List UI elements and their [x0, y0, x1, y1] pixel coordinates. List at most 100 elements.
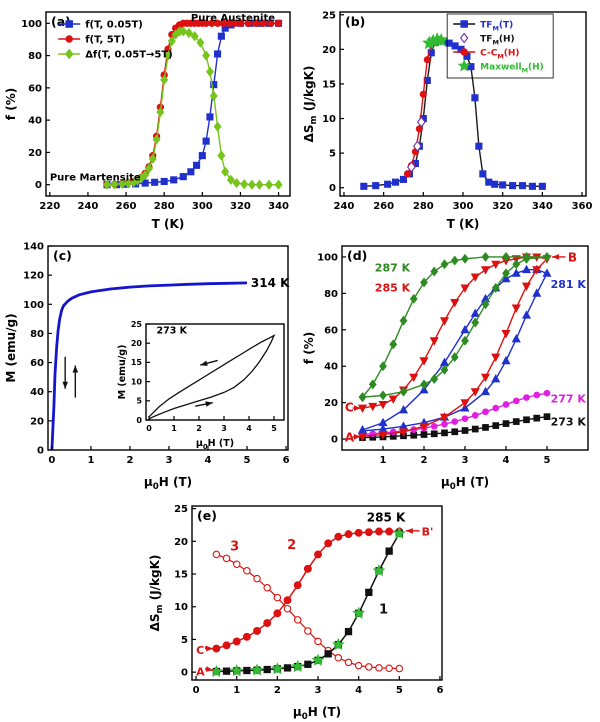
x-tick-label: 320: [492, 201, 513, 212]
annotation: 3: [230, 539, 239, 554]
x-tick-label: 5: [396, 685, 403, 696]
x-axis-label: μ0H (T): [293, 705, 341, 720]
x-tick-label: 3: [315, 685, 322, 696]
y-tick-label: 80: [28, 51, 42, 62]
panel-letter: (c): [53, 248, 72, 263]
annotation: A: [345, 430, 355, 444]
series-M-H-273-K-loop: [148, 334, 276, 420]
chart-b: 240 260 280 300 320 340 360 0 5 10 15 20 25 T (K) ΔSm …: [302, 10, 593, 231]
y-tick-label: 25: [131, 320, 143, 329]
y-tick-label: 15: [174, 570, 188, 581]
y-tick-label: 100: [317, 252, 338, 263]
x-tick-label: 2: [196, 424, 202, 433]
series-Maxwell_M-H-: [422, 32, 449, 50]
annotation: 287 K: [375, 262, 411, 275]
annotation: 2: [287, 538, 296, 553]
x-axis-label: μ0H (T): [196, 438, 234, 450]
x-tick-label: 6: [436, 685, 443, 696]
annotation: 285 K: [367, 511, 406, 525]
x-tick-label: 5: [544, 455, 551, 466]
y-axis-label: M (emu/g): [4, 313, 18, 382]
y-tick-label: 20: [30, 416, 44, 427]
y-tick-label: 10: [131, 377, 143, 386]
x-tick-label: 300: [192, 201, 213, 212]
annotation: 281 K: [551, 278, 587, 291]
y-tick-label: 15: [322, 79, 336, 90]
legend-label: f(T, 5T): [85, 35, 125, 46]
x-tick-label: 0: [193, 685, 200, 696]
annotation: A': [196, 665, 208, 678]
y-tick-label: 5: [181, 635, 188, 646]
legend-label: Δf(T, 0.05T→5T): [85, 50, 173, 61]
series--f-T-0-05T-5T-: [103, 26, 283, 190]
y-tick-label: 100: [21, 19, 42, 30]
y-tick-label: 60: [30, 358, 44, 369]
y-tick-label: 40: [28, 116, 42, 127]
y-tick-label: 0: [35, 180, 42, 191]
legend: f(T, 0.05T) f(T, 5T) Δf(T, 0.05T→5T): [58, 20, 173, 61]
y-tick-label: 0: [136, 416, 142, 425]
annotation: 277 K: [551, 393, 587, 406]
x-axis-label: μ0H (T): [441, 475, 489, 490]
x-tick-label: 4: [355, 685, 362, 696]
y-axis-label: ΔSm (J/kgK): [148, 555, 165, 632]
axes: 0 1 2 3 4 5 0 5 10 15 20 25 μ0H (T) M (emu/g): [117, 320, 285, 450]
y-tick-label: 80: [30, 329, 44, 340]
x-tick-label: 3: [462, 455, 469, 466]
panel-a-transformation-fraction-vs-T: 220 240 260 280 300 320 340 0 20 40 60 80 100 T (K) f …: [4, 2, 298, 232]
x-tick-label: 340: [268, 201, 289, 212]
annotation: 285 K: [375, 282, 411, 295]
x-tick-label: 2: [126, 455, 133, 466]
y-tick-label: 20: [324, 398, 338, 409]
x-tick-label: 4: [246, 424, 252, 433]
x-axis-label: μ0H (T): [144, 475, 192, 490]
x-tick-label: 4: [205, 455, 212, 466]
chart-a: 220 240 260 280 300 320 340 0 20 40 60 80 100 T (K) f …: [4, 11, 291, 231]
y-tick-label: 25: [322, 10, 336, 21]
y-tick-label: 120: [23, 271, 44, 282]
y-tick-label: 20: [131, 339, 143, 348]
y-tick-label: 60: [324, 325, 338, 336]
y-tick-label: 100: [23, 300, 44, 311]
series-2: [212, 527, 404, 653]
panel-letter: (b): [345, 14, 365, 29]
y-tick-label: 5: [136, 397, 142, 406]
series-3: [212, 550, 404, 673]
x-tick-label: 6: [283, 455, 290, 466]
x-tick-label: 0: [48, 455, 55, 466]
x-tick-label: 340: [532, 201, 553, 212]
x-tick-label: 320: [230, 201, 251, 212]
x-tick-label: 0: [146, 424, 152, 433]
y-tick-label: 5: [329, 149, 336, 160]
annotation: Pure Martensite: [50, 173, 141, 184]
annotation: 273 K: [157, 326, 188, 337]
axes: 220 240 260 280 300 320 340 0 20 40 60 80 100 T (K) f …: [4, 11, 291, 231]
x-axis-label: T (K): [152, 217, 185, 231]
series-TF_M-H-: [406, 38, 436, 173]
y-tick-label: 0: [329, 183, 336, 194]
axes: 240 260 280 300 320 340 360 0 5 10 15 20 25 T (K) ΔSm …: [302, 10, 593, 231]
y-tick-label: 40: [324, 362, 338, 373]
chart-e: 0 1 2 3 4 5 6 0 5 10 15 20 25 μ0H (T) ΔSm (J/kgK) (e) 28…: [148, 504, 443, 720]
y-axis-label: f (%): [4, 88, 18, 120]
y-axis-label: f (%): [302, 332, 316, 364]
x-tick-label: 220: [39, 201, 60, 212]
panel-c-inset-hysteresis-loop: 0 1 2 3 4 5 0 5 10 15 20 25 μ0H (T) M (emu/g) 273 K: [116, 308, 292, 450]
x-tick-label: 1: [233, 685, 240, 696]
y-axis-label: ΔSm (J/kgK): [302, 66, 319, 143]
x-tick-label: 5: [271, 424, 277, 433]
panel-letter: (d): [347, 248, 367, 263]
y-axis-label: M (emu/g): [117, 345, 128, 400]
annotation: 1: [379, 602, 388, 617]
x-tick-label: 280: [154, 201, 175, 212]
annotation: 273 K: [551, 415, 587, 428]
series-Maxwell-stars: [209, 526, 406, 678]
y-tick-label: 0: [331, 435, 338, 446]
x-tick-label: 300: [453, 201, 474, 212]
x-tick-label: 260: [373, 201, 394, 212]
annotation: B': [422, 525, 434, 538]
x-tick-label: 1: [171, 424, 177, 433]
x-tick-label: 240: [78, 201, 99, 212]
